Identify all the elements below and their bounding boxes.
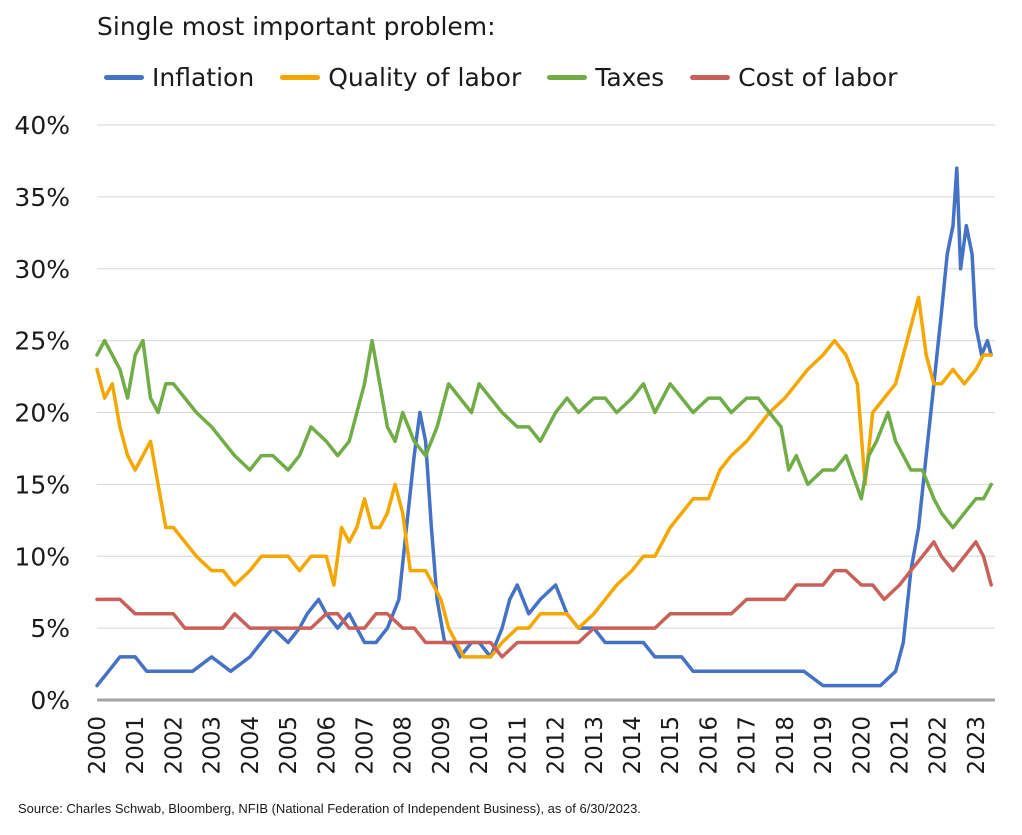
x-tick-label: 2011 [505,716,531,775]
legend-label: Taxes [595,62,665,92]
y-tick-label: 35% [14,183,70,212]
legend-swatch [547,74,588,80]
y-tick-label: 0% [30,686,70,715]
legend-item: Quality of labor [280,63,521,92]
legend-swatch [104,74,144,80]
y-tick-label: 5% [30,614,70,643]
x-tick-label: 2008 [391,716,417,775]
legend-swatch [690,74,731,80]
legend-label: Inflation [152,62,255,92]
x-tick-label: 2017 [735,716,761,775]
legend-label: Cost of labor [738,62,898,92]
x-tick-label: 2014 [620,716,646,775]
series-line-taxes [95,338,993,530]
x-tick-label: 2023 [964,716,990,775]
x-tick-label: 2001 [123,716,149,775]
legend-label: Quality of labor [328,62,522,92]
series-line-cost-of-labor [95,540,993,659]
y-tick-label: 30% [14,255,70,284]
x-tick-label: 2004 [238,716,264,775]
x-tick-label: 2020 [849,716,875,775]
y-tick-label: 25% [14,327,70,356]
x-tick-label: 2010 [467,716,493,775]
x-tick-label: 2002 [161,716,187,775]
x-tick-label: 2021 [887,716,913,775]
legend-item: Inflation [104,63,254,92]
y-tick-label: 20% [14,399,70,428]
y-tick-label: 10% [14,542,70,571]
y-tick-label: 15% [14,470,70,499]
x-tick-label: 2018 [773,716,799,775]
series-line-inflation [95,166,993,688]
x-tick-label: 2006 [314,716,340,775]
series-line-quality-of-labor [95,295,993,659]
legend-item: Taxes [547,63,664,92]
x-tick-label: 2007 [352,716,378,775]
source-note: Source: Charles Schwab, Bloomberg, NFIB … [18,801,641,816]
legend-item: Cost of labor [690,63,897,92]
x-tick-label: 2003 [200,716,226,775]
x-tick-label: 2005 [276,716,302,775]
legend: Inflation Quality of labor Taxes Cost of la… [104,62,923,92]
x-tick-label: 2015 [658,716,684,775]
x-tick-label: 2009 [429,716,455,775]
x-tick-label: 2013 [582,716,608,775]
x-tick-label: 2019 [811,716,837,775]
x-tick-label: 2012 [544,716,570,775]
x-tick-label: 2022 [926,716,952,775]
chart-title: Single most important problem: [97,12,496,41]
y-tick-label: 40% [14,111,70,140]
line-chart: 0% 5% 10% 15% 20% 25% 30% 35% 40% 2000 2001 2002 200… [14,111,995,775]
legend-swatch [280,74,321,80]
x-tick-label: 2016 [696,716,722,775]
x-tick-label: 2000 [85,716,111,775]
